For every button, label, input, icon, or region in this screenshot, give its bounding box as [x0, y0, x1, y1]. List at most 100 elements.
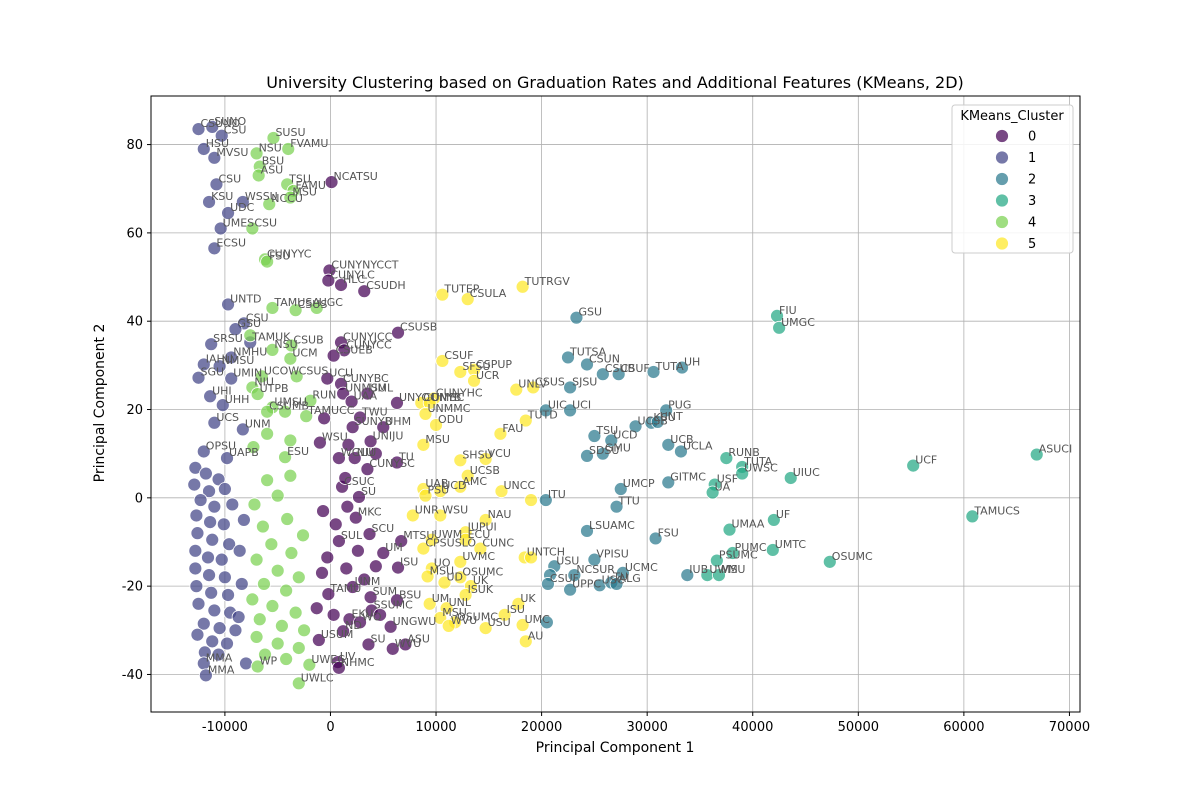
data-point-cluster-4: [278, 404, 292, 419]
point-label: UNT: [660, 410, 683, 423]
point-label: CUNYSC: [369, 457, 415, 470]
y-tick-label: 60: [126, 226, 143, 241]
point-label: SUL: [341, 529, 363, 542]
data-point-cluster-1: [211, 647, 226, 662]
y-tick-label: 0: [135, 491, 143, 506]
data-point-cluster-0: [368, 446, 383, 461]
data-point-cluster-1: [196, 357, 211, 372]
point-label: RUNB: [728, 446, 759, 459]
point-label: TWU: [361, 405, 388, 418]
data-point-cluster-3: [705, 485, 720, 500]
point-label: UMC: [525, 613, 551, 626]
point-label: CUNYCC: [346, 338, 392, 351]
data-point-cluster-0: [320, 371, 335, 386]
point-label: UMCP: [623, 477, 655, 490]
point-label: UMGC: [781, 316, 815, 329]
data-point-cluster-5: [467, 373, 481, 388]
data-point-cluster-1: [205, 532, 220, 547]
point-label: EKU: [351, 607, 373, 620]
point-label: CSU: [224, 124, 247, 137]
data-point-cluster-0: [311, 633, 326, 647]
data-point-cluster-4: [252, 612, 267, 627]
data-point-cluster-4: [265, 343, 280, 357]
point-label: UK: [520, 592, 536, 605]
data-point-cluster-2: [563, 403, 578, 418]
data-point-cluster-5: [416, 541, 431, 556]
data-point-cluster-5: [435, 354, 450, 368]
data-point-cluster-1: [193, 493, 208, 507]
point-label: UVMC: [462, 550, 495, 563]
data-point-cluster-0: [317, 411, 332, 426]
data-point-cluster-5: [494, 484, 509, 499]
point-label: UNM: [355, 575, 381, 588]
data-point-cluster-4: [288, 605, 303, 620]
point-label: UCR: [476, 369, 500, 382]
data-point-cluster-3: [719, 451, 734, 465]
point-label: UNTD: [230, 292, 261, 305]
point-label: UNL: [449, 596, 472, 609]
point-label: UMSU: [274, 395, 307, 408]
point-label: MSU: [292, 186, 317, 199]
point-label: TUTEP: [443, 283, 479, 296]
legend-box: [951, 104, 1074, 254]
point-label: MKC: [358, 506, 382, 519]
point-label: UGC: [319, 296, 344, 309]
data-point-cluster-4: [247, 497, 262, 512]
data-point-cluster-2: [615, 566, 630, 580]
data-point-cluster-3: [735, 466, 750, 481]
point-label: CUNYNYCCT: [331, 258, 398, 271]
data-point-cluster-1: [188, 543, 203, 558]
point-label: WSU: [442, 503, 468, 516]
data-point-cluster-1: [222, 537, 237, 552]
data-point-cluster-4: [260, 404, 275, 419]
data-point-cluster-4: [291, 570, 306, 585]
data-point-cluster-1: [202, 484, 216, 499]
point-label: UH: [684, 356, 700, 369]
data-point-cluster-1: [220, 451, 234, 465]
data-point-cluster-4: [266, 131, 281, 145]
data-point-cluster-1: [198, 668, 213, 683]
point-label: OSUMC: [457, 610, 498, 623]
data-point-cluster-2: [604, 433, 619, 448]
data-point-cluster-1: [235, 422, 250, 437]
point-label: CSUS: [535, 375, 565, 388]
data-point-cluster-0: [390, 395, 404, 410]
legend-marker: [995, 129, 1009, 143]
point-label: UIUC: [793, 466, 820, 479]
point-label: UCOW: [264, 364, 299, 377]
data-point-cluster-4: [283, 468, 298, 483]
data-point-cluster-0: [341, 437, 356, 452]
x-tick-label: 30000: [626, 720, 667, 735]
data-point-cluster-1: [216, 517, 231, 532]
data-point-cluster-3: [722, 522, 737, 537]
point-label: SUM: [373, 585, 398, 598]
point-label: CSULA: [470, 287, 507, 300]
data-point-cluster-0: [357, 284, 372, 299]
data-point-cluster-4: [281, 142, 296, 156]
point-label: FSU: [658, 526, 679, 539]
point-label: UCM: [292, 347, 317, 360]
data-point-cluster-2: [587, 552, 602, 567]
point-label: CSUDH: [366, 279, 405, 292]
data-point-cluster-5: [405, 508, 420, 523]
point-label: WSU: [322, 431, 348, 444]
point-label: TUTA: [655, 360, 685, 373]
point-label: UNIJU: [373, 429, 404, 442]
data-point-cluster-2: [613, 482, 628, 496]
point-label: SUNYB: [355, 415, 393, 428]
point-label: ND: [345, 619, 362, 632]
data-point-cluster-1: [215, 398, 230, 413]
data-point-cluster-5: [478, 513, 493, 527]
point-label: UHH: [225, 393, 250, 406]
data-point-cluster-5: [515, 279, 530, 294]
data-point-cluster-5: [518, 413, 533, 428]
point-label: UMAA: [732, 518, 765, 531]
data-point-cluster-5: [458, 532, 473, 547]
data-point-cluster-4: [249, 552, 264, 567]
y-tick-label: -20: [122, 580, 143, 595]
data-point-cluster-0: [353, 410, 367, 425]
point-label: UNM: [245, 417, 271, 430]
data-point-cluster-5: [435, 287, 450, 302]
point-label: UCMC: [625, 561, 658, 574]
point-label: WVU: [451, 614, 477, 627]
